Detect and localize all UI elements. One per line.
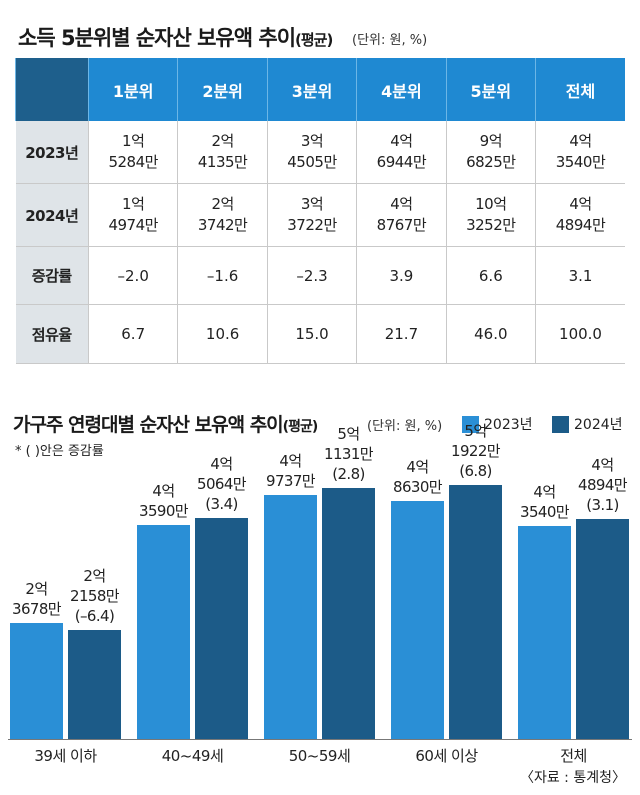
table-corner xyxy=(15,58,89,121)
table-cell: –2.0 xyxy=(87,246,178,305)
row-header: 점유율 xyxy=(15,304,89,364)
bar-value-label: 2억 3678만 xyxy=(12,580,62,618)
table-header-row: 1분위 2분위 3분위 4분위 5분위 전체 xyxy=(15,58,625,121)
category-label: 39세 이하 xyxy=(34,747,97,765)
table-cell: 21.7 xyxy=(356,304,447,364)
bar-2023 xyxy=(391,501,444,739)
bar-2023 xyxy=(518,526,571,739)
bar-value-label: 4억 3590만 xyxy=(139,482,189,520)
table-cell: 1억 4974만 xyxy=(87,183,178,247)
table-cell: 3.9 xyxy=(356,246,447,305)
category-label: 60세 이상 xyxy=(415,747,478,765)
income-quintile-table: 1분위 2분위 3분위 4분위 5분위 전체 2023년 1억 5284만 2억 4… xyxy=(15,58,625,364)
income-unit-label: (단위: 원, %) xyxy=(352,33,428,48)
income-chart-title: 소득 5분위별 순자산 보유액 추이(평균) xyxy=(18,26,333,50)
column-header: 5분위 xyxy=(445,58,536,121)
table-cell: 10.6 xyxy=(177,304,268,364)
bar-2024 xyxy=(322,488,375,739)
bar-value-label: 4억 3540만 xyxy=(520,483,570,521)
bar-value-label: 4억 8630만 xyxy=(393,458,443,496)
bar-2023 xyxy=(264,495,317,739)
age-chart-title: 가구주 연령대별 순자산 보유액 추이(평균) xyxy=(13,414,318,436)
table-cell: 6.6 xyxy=(445,246,536,305)
table-cell: 100.0 xyxy=(535,304,625,364)
legend-item-2023: 2023년 xyxy=(462,414,533,434)
table-cell: 4억 6944만 xyxy=(356,121,447,184)
bar-value-label: 5억 1922만 (6.8) xyxy=(451,422,501,480)
bar-value-label: 5억 1131만 (2.8) xyxy=(324,425,374,483)
table-cell: 4억 3540만 xyxy=(535,121,625,184)
table-cell: 2억 3742만 xyxy=(177,183,268,247)
row-header: 증감률 xyxy=(15,246,89,305)
category-label: 50~59세 xyxy=(288,747,351,765)
source-label: 〈자료 : 통계청〉 xyxy=(519,770,626,786)
category-label: 40~49세 xyxy=(161,747,224,765)
column-header: 전체 xyxy=(535,58,625,121)
table-cell: 15.0 xyxy=(266,304,357,364)
bar-2024 xyxy=(576,519,629,739)
bar-2023 xyxy=(137,525,190,739)
legend-swatch-2024 xyxy=(552,415,569,433)
table-cell: 4억 8767만 xyxy=(356,183,447,247)
table-cell: 1억 5284만 xyxy=(87,121,178,184)
legend-item-2024: 2024년 xyxy=(552,414,623,434)
legend-label: 2024년 xyxy=(574,417,623,433)
table-cell: –2.3 xyxy=(266,246,357,305)
row-header: 2023년 xyxy=(15,121,89,184)
x-axis-line xyxy=(8,739,632,740)
table-cell: 10억 3252만 xyxy=(445,183,536,247)
bar-2024 xyxy=(195,518,248,739)
table-cell: 6.7 xyxy=(87,304,178,364)
table-row: 2024년 1억 4974만 2억 3742만 3억 3722만 4억 8767만 10… xyxy=(15,183,625,247)
table-row: 2023년 1억 5284만 2억 4135만 3억 4505만 4억 6944만 9억… xyxy=(15,121,625,184)
column-header: 2분위 xyxy=(177,58,268,121)
footnote: * ( )안은 증감률 xyxy=(15,444,104,459)
bar-2023 xyxy=(10,623,63,739)
bar-value-label: 2억 2158만 (–6.4) xyxy=(70,567,120,625)
table-cell: 2억 4135만 xyxy=(177,121,268,184)
table-cell: 3억 3722만 xyxy=(266,183,357,247)
table-cell: –1.6 xyxy=(177,246,268,305)
column-header: 1분위 xyxy=(87,58,178,121)
bar-value-label: 4억 5064만 (3.4) xyxy=(197,455,247,513)
table-cell: 3.1 xyxy=(535,246,625,305)
column-header: 4분위 xyxy=(356,58,447,121)
table-row: 증감률 –2.0 –1.6 –2.3 3.9 6.6 3.1 xyxy=(15,246,625,305)
bar-value-label: 4억 9737만 xyxy=(266,452,316,490)
legend-swatch-2023 xyxy=(462,415,479,433)
bar-2024 xyxy=(68,630,121,739)
bar-2024 xyxy=(449,485,502,739)
age-unit-label: (단위: 원, %) xyxy=(367,419,443,434)
table-cell: 3억 4505만 xyxy=(266,121,357,184)
table-row: 점유율 6.7 10.6 15.0 21.7 46.0 100.0 xyxy=(15,304,625,364)
table-cell: 9억 6825만 xyxy=(445,121,536,184)
row-header: 2024년 xyxy=(15,183,89,247)
column-header: 3분위 xyxy=(266,58,357,121)
bar-value-label: 4억 4894만 (3.1) xyxy=(578,456,628,514)
category-label: 전체 xyxy=(560,747,587,765)
legend-label: 2023년 xyxy=(484,417,533,433)
table-cell: 4억 4894만 xyxy=(535,183,625,247)
table-cell: 46.0 xyxy=(445,304,536,364)
